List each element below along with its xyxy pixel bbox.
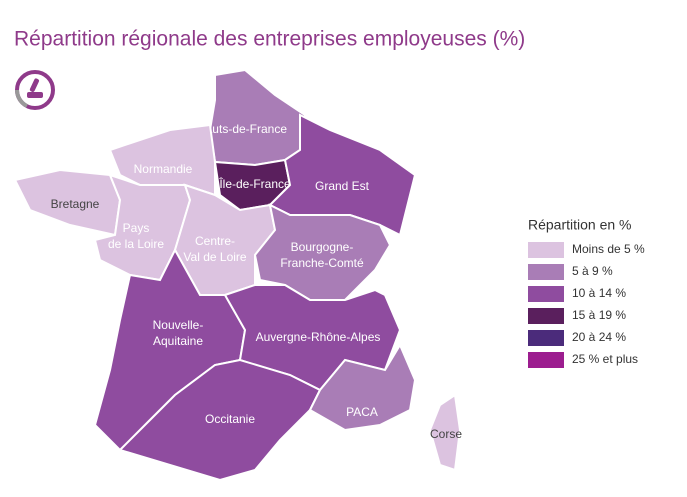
legend-swatch (528, 286, 564, 302)
legend-label: 25 % et plus (572, 352, 638, 366)
region-label: Bourgogne-Franche-Comté (280, 240, 364, 270)
logo (15, 70, 55, 110)
region-label: Centre-Val de Loire (183, 234, 246, 264)
region (208, 68, 307, 167)
title: Répartition régionale des entreprises em… (14, 28, 525, 51)
legend-title: Répartition en % (528, 217, 632, 233)
region (308, 342, 417, 432)
legend-swatch (528, 242, 564, 258)
legend-swatch (528, 352, 564, 368)
region-label: Auvergne-Rhône-Alpes (256, 330, 381, 344)
legend-label: Moins de 5 % (572, 242, 645, 256)
legend-swatch (528, 330, 564, 346)
region-label: Pays de la Loire (108, 221, 164, 251)
region-label: PACA (346, 405, 378, 419)
legend-label: 10 à 14 % (572, 286, 626, 300)
region-label: Île-de-France (218, 176, 291, 191)
legend-label: 5 à 9 % (572, 264, 613, 278)
region (428, 393, 462, 472)
legend-label: 20 à 24 % (572, 330, 626, 344)
legend-swatch (528, 264, 564, 280)
region (173, 183, 277, 296)
region-label: Normandie (134, 162, 193, 176)
region-label: Corse (430, 427, 462, 441)
region-label: Nouvelle-Aquitaine (153, 318, 204, 348)
legend-label: 15 à 19 % (572, 308, 626, 322)
region-label: Bretagne (51, 197, 100, 211)
region-label: Grand Est (315, 179, 370, 193)
legend-swatch (528, 308, 564, 324)
region-label: Occitanie (205, 412, 255, 426)
region-label: Hauts-de-France (197, 122, 287, 136)
